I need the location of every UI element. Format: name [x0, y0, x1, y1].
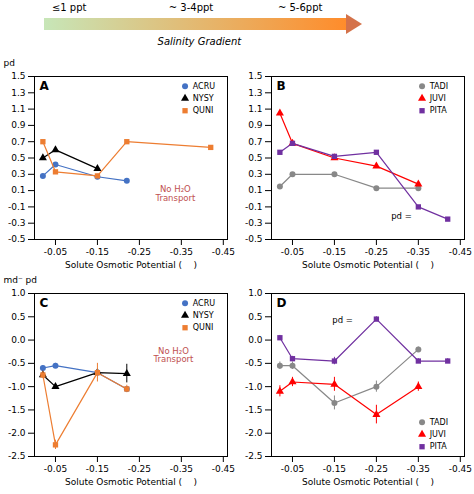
svg-text:C: C — [40, 296, 49, 310]
svg-text:pd =: pd = — [391, 211, 412, 221]
svg-text:-0.15: -0.15 — [323, 464, 346, 474]
svg-text:JUVI: JUVI — [429, 94, 446, 103]
svg-text:B: B — [277, 79, 286, 93]
svg-text:QUNI: QUNI — [193, 106, 214, 115]
svg-text:0.5: 0.5 — [248, 312, 262, 322]
svg-text:-0.05: -0.05 — [44, 464, 67, 474]
svg-text:md⁻ pd: md⁻ pd — [4, 275, 38, 285]
svg-text:-0.25: -0.25 — [128, 464, 151, 474]
svg-text:QUNI: QUNI — [193, 323, 214, 332]
svg-text:-0.35: -0.35 — [407, 464, 430, 474]
svg-text:-0.5: -0.5 — [245, 358, 263, 368]
svg-text:0.1: 0.1 — [248, 185, 262, 195]
svg-text:0.3: 0.3 — [11, 169, 25, 179]
html-text:~ 3-4ppt: ~ 3-4ppt — [168, 2, 214, 13]
svg-text:0.0: 0.0 — [248, 335, 263, 345]
svg-text:-1.5: -1.5 — [245, 405, 263, 415]
svg-text:0.0: 0.0 — [11, 335, 26, 345]
svg-text:-0.15: -0.15 — [86, 247, 109, 257]
svg-text:-0.15: -0.15 — [323, 247, 346, 257]
svg-text:-0.05: -0.05 — [281, 247, 304, 257]
svg-text:-2.5: -2.5 — [8, 451, 26, 461]
svg-text:-0.45: -0.45 — [449, 464, 472, 474]
svg-text:-0.3: -0.3 — [245, 218, 263, 228]
svg-text:-0.35: -0.35 — [170, 247, 193, 257]
svg-text:Solute Osmotic Potential (: Solute Osmotic Potential ( ) — [65, 260, 197, 270]
svg-text:-0.25: -0.25 — [365, 247, 388, 257]
svg-text:PITA: PITA — [430, 106, 447, 115]
svg-text:-0.45: -0.45 — [449, 247, 472, 257]
svg-text:NYSY: NYSY — [193, 311, 214, 320]
svg-text:-0.45: -0.45 — [212, 247, 235, 257]
svg-text:-0.5: -0.5 — [8, 358, 26, 368]
svg-text:-0.5: -0.5 — [8, 234, 26, 244]
svg-text:0.1: 0.1 — [11, 185, 25, 195]
svg-text:1.5: 1.5 — [248, 71, 262, 81]
svg-text:-2.0: -2.0 — [8, 428, 26, 438]
svg-text:ACRU: ACRU — [193, 299, 215, 308]
svg-text:-0.25: -0.25 — [128, 247, 151, 257]
svg-text:0.9: 0.9 — [11, 120, 26, 130]
svg-text:1.1: 1.1 — [248, 104, 262, 114]
html-text:~ 5-6ppt: ~ 5-6ppt — [277, 2, 323, 13]
html-text:≤1 ppt: ≤1 ppt — [51, 2, 87, 13]
svg-text:1.0: 1.0 — [11, 288, 26, 298]
svg-text:-0.45: -0.45 — [212, 464, 235, 474]
svg-text:0.3: 0.3 — [248, 169, 262, 179]
svg-text:-1.0: -1.0 — [8, 382, 26, 392]
svg-text:0.7: 0.7 — [11, 137, 25, 147]
svg-text:D: D — [277, 296, 287, 310]
svg-text:pd =: pd = — [332, 315, 353, 325]
svg-text:-0.05: -0.05 — [44, 247, 67, 257]
svg-text:TADI: TADI — [429, 82, 448, 91]
svg-text:-0.35: -0.35 — [407, 247, 430, 257]
html-text:Salinity Gradient: Salinity Gradient — [157, 36, 242, 47]
svg-text:pd: pd — [4, 58, 15, 68]
svg-text:ACRU: ACRU — [193, 82, 215, 91]
svg-text:-0.15: -0.15 — [86, 464, 109, 474]
svg-text:Solute Osmotic Potential (: Solute Osmotic Potential ( ) — [302, 477, 434, 487]
svg-text:-1.0: -1.0 — [245, 382, 263, 392]
svg-text:Solute Osmotic Potential (: Solute Osmotic Potential ( ) — [65, 477, 197, 487]
svg-text:1.1: 1.1 — [11, 104, 25, 114]
svg-text:PITA: PITA — [430, 442, 447, 451]
svg-text:JUVI: JUVI — [429, 430, 446, 439]
svg-text:0.5: 0.5 — [11, 312, 25, 322]
svg-text:NYSY: NYSY — [193, 94, 214, 103]
svg-text:-0.3: -0.3 — [8, 218, 26, 228]
svg-text:-1.5: -1.5 — [8, 405, 26, 415]
svg-text:No H₂OTransport: No H₂OTransport — [154, 184, 196, 203]
svg-text:A: A — [40, 79, 50, 93]
svg-text:1.0: 1.0 — [248, 288, 263, 298]
svg-text:1.3: 1.3 — [248, 88, 262, 98]
svg-text:1.5: 1.5 — [11, 71, 25, 81]
svg-text:-0.1: -0.1 — [245, 202, 263, 212]
svg-text:TADI: TADI — [429, 418, 448, 427]
svg-text:1.3: 1.3 — [11, 88, 25, 98]
svg-text:-0.1: -0.1 — [8, 202, 26, 212]
svg-text:0.9: 0.9 — [248, 120, 263, 130]
svg-text:-0.05: -0.05 — [281, 464, 304, 474]
svg-text:Solute Osmotic Potential (: Solute Osmotic Potential ( ) — [302, 260, 434, 270]
svg-text:No H₂OTransport: No H₂OTransport — [153, 346, 195, 365]
svg-text:-0.25: -0.25 — [365, 464, 388, 474]
svg-text:0.5: 0.5 — [11, 153, 25, 163]
svg-text:0.5: 0.5 — [248, 153, 262, 163]
svg-text:-2.0: -2.0 — [245, 428, 263, 438]
svg-text:-0.35: -0.35 — [170, 464, 193, 474]
svg-text:-2.5: -2.5 — [245, 451, 263, 461]
svg-text:0.7: 0.7 — [248, 137, 262, 147]
svg-text:-0.5: -0.5 — [245, 234, 263, 244]
